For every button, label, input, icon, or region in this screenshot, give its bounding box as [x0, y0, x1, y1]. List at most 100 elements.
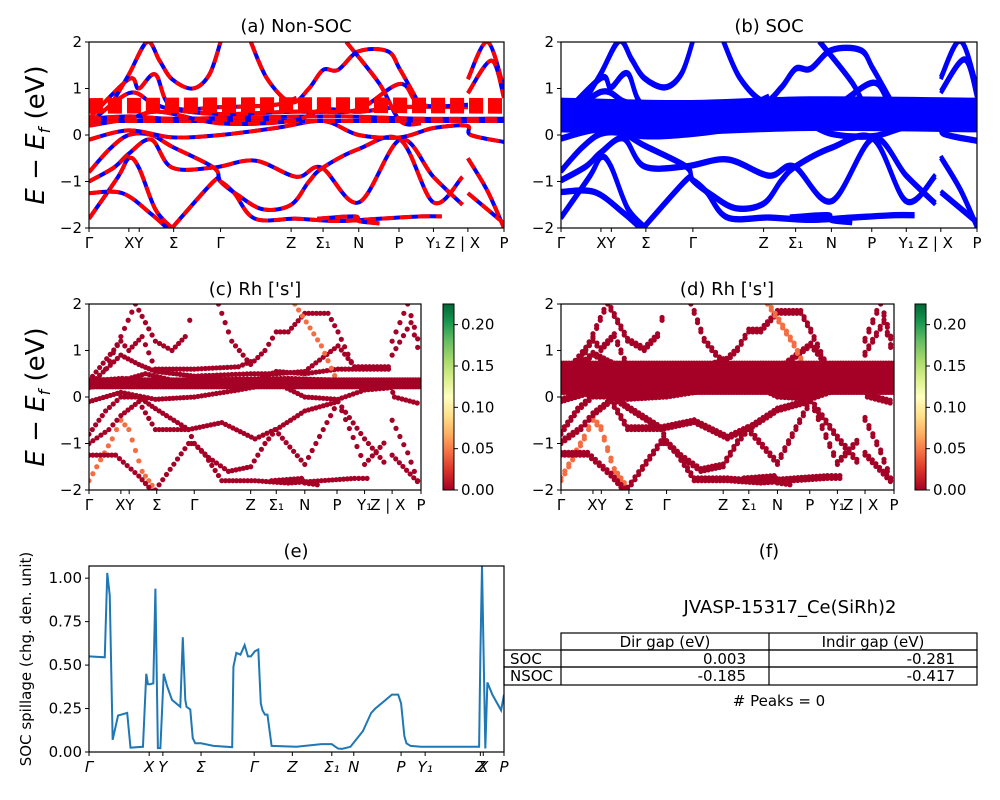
- projection-point: [878, 304, 884, 307]
- projection-point: [720, 461, 726, 467]
- projection-point: [661, 431, 667, 437]
- projection-point: [121, 410, 128, 416]
- x-tick-label: Γ: [85, 234, 94, 252]
- band-line-dashed: [466, 157, 504, 228]
- projection-point: [695, 475, 701, 481]
- projection-point: [309, 310, 316, 316]
- projection-point: [866, 326, 872, 332]
- band-line-dashed: [466, 58, 504, 99]
- x-tick-label: Σ₁: [315, 234, 331, 252]
- projection-point: [566, 432, 572, 438]
- projection-point: [361, 436, 368, 442]
- projection-point: [804, 393, 810, 399]
- projection-point: [396, 460, 402, 466]
- projection-point: [393, 425, 399, 431]
- projection-point: [132, 340, 139, 347]
- y-tick-label: 2: [72, 33, 82, 51]
- projection-point: [710, 475, 716, 481]
- projection-point: [226, 478, 232, 484]
- projection-point: [691, 307, 697, 314]
- projection-point: [712, 349, 719, 355]
- x-tick-label: Σ: [641, 234, 650, 252]
- projection-point: [814, 341, 821, 347]
- projection-point: [365, 457, 372, 463]
- panel-e-plot: 0.000.250.500.751.00Γ X Y Σ Γ Z Σ₁ N P Y₁ ZX P: [49, 565, 509, 776]
- projection-point: [628, 479, 634, 485]
- projection-point: [142, 480, 149, 487]
- projection-point: [716, 354, 722, 360]
- projection-point: [732, 475, 738, 482]
- projection-point: [206, 372, 212, 379]
- projection-point: [217, 463, 224, 469]
- projection-point: [229, 338, 235, 344]
- projection-point: [393, 456, 399, 462]
- band-line-dashed: [108, 42, 223, 109]
- x-tick-label: P: [805, 496, 814, 514]
- projection-point: [694, 317, 701, 323]
- projection-point: [374, 364, 380, 370]
- panel-f-title: (f): [759, 541, 779, 562]
- projection-point: [263, 478, 269, 485]
- projection-point: [838, 454, 844, 460]
- projection-point: [90, 471, 96, 477]
- projection-point: [415, 336, 421, 342]
- gap-table: Dir gap (eV) Indir gap (eV) SOC 0.003 -0…: [503, 632, 978, 686]
- projection-point: [597, 404, 603, 410]
- projection-point: [382, 364, 388, 370]
- projection-point: [736, 427, 743, 434]
- projection-point: [276, 431, 282, 437]
- panel-d-title: (d) Rh ['s']: [680, 279, 774, 300]
- projection-point: [116, 456, 123, 462]
- projection-point: [105, 443, 111, 449]
- projection-point: [259, 478, 265, 484]
- projection-point: [819, 423, 825, 429]
- band-line-dashed: [89, 104, 504, 110]
- projection-point: [570, 429, 576, 435]
- projection-point: [783, 478, 789, 484]
- projection-point: [320, 354, 326, 360]
- projection-point: [279, 435, 285, 441]
- projection-point: [206, 365, 212, 371]
- projection-point: [771, 454, 777, 460]
- projection-point: [118, 413, 124, 419]
- projection-point: [89, 426, 95, 433]
- projection-point: [578, 402, 585, 408]
- projection-point: [608, 455, 614, 461]
- projection-point: [874, 307, 880, 314]
- projection-point: [611, 474, 617, 480]
- projection-point: [800, 346, 806, 352]
- projection-point: [562, 468, 568, 474]
- projection-point: [89, 478, 92, 484]
- projection-point: [598, 424, 604, 430]
- projection-point: [663, 438, 670, 444]
- projection-point: [880, 468, 886, 474]
- projection-point: [328, 413, 334, 419]
- projection-point: [594, 419, 600, 425]
- projection-point: [418, 377, 421, 383]
- projection-point: [252, 478, 258, 484]
- projection-point: [878, 447, 884, 453]
- projection-point: [830, 450, 837, 456]
- projection-point: [315, 337, 321, 343]
- projection-point: [318, 343, 324, 349]
- axes-frame: [560, 303, 895, 491]
- projection-point: [316, 357, 323, 363]
- projection-point: [588, 453, 595, 459]
- spillage-line: [89, 566, 504, 750]
- projection-point: [219, 310, 225, 316]
- x-tick-label: Σ: [196, 758, 206, 776]
- projection-point: [377, 444, 383, 450]
- y-tick-label: 0.25: [49, 700, 82, 718]
- projection-point: [191, 366, 197, 372]
- projection-point: [121, 325, 128, 332]
- projection-point: [794, 347, 801, 354]
- projection-point: [269, 431, 276, 437]
- projection-point: [266, 371, 272, 377]
- projection-point: [356, 475, 362, 481]
- projection-point: [97, 364, 103, 371]
- projection-point: [625, 424, 631, 430]
- material-label: JVASP-15317_Ce(SiRh)2: [683, 597, 897, 618]
- band-line: [939, 56, 977, 97]
- projection-point: [738, 338, 744, 345]
- projection-point: [363, 364, 369, 370]
